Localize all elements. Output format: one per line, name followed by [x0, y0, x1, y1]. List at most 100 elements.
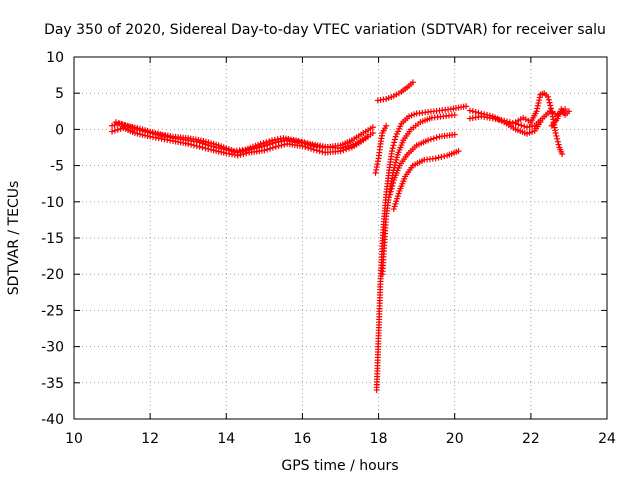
series-trace-e	[374, 79, 416, 104]
data-point	[392, 133, 399, 140]
x-tick-label: 20	[446, 431, 464, 447]
data-point	[193, 143, 200, 150]
series-trace-f	[373, 103, 470, 394]
data-point	[394, 128, 401, 135]
data-point	[537, 119, 544, 126]
data-point	[267, 145, 274, 152]
data-point	[243, 150, 250, 157]
data-point	[536, 94, 543, 101]
data-point	[432, 155, 439, 162]
x-tick-label: 14	[217, 431, 235, 447]
data-point	[481, 111, 488, 118]
y-tick-label: 0	[55, 122, 64, 138]
data-point	[433, 134, 440, 141]
y-tick-label: -15	[41, 231, 64, 247]
data-point	[115, 120, 122, 127]
data-point	[117, 125, 124, 132]
data-point	[463, 103, 470, 110]
x-tick-label: 16	[294, 431, 312, 447]
data-point	[301, 139, 308, 146]
data-point	[509, 119, 516, 126]
data-point	[302, 143, 309, 150]
data-point	[118, 120, 125, 127]
data-point	[451, 131, 458, 138]
data-point	[260, 139, 267, 146]
data-point	[234, 152, 241, 159]
data-point	[534, 105, 541, 112]
data-point	[451, 111, 458, 118]
data-point	[237, 151, 244, 158]
data-point	[316, 148, 323, 155]
y-tick-label: -30	[41, 340, 64, 356]
data-point	[369, 124, 376, 131]
data-point	[544, 93, 551, 100]
data-point	[313, 147, 320, 154]
data-point	[548, 105, 555, 112]
data-point	[486, 112, 493, 119]
data-point	[205, 145, 212, 152]
data-point	[427, 136, 434, 143]
grid-lines	[74, 57, 607, 419]
x-axis-label: GPS time / hours	[281, 458, 398, 474]
data-point	[469, 108, 476, 115]
data-point	[518, 122, 525, 129]
data-point	[391, 139, 398, 146]
plot-frame	[73, 56, 608, 420]
y-axis-label: SDTVAR / TECUs	[6, 181, 22, 296]
data-point	[369, 130, 376, 137]
data-point	[472, 109, 479, 116]
data-point	[554, 138, 561, 145]
data-point	[441, 153, 448, 160]
data-point	[310, 146, 317, 153]
data-point	[552, 130, 559, 137]
data-point	[374, 161, 381, 168]
data-point	[430, 135, 437, 142]
data-point	[484, 111, 491, 118]
data-point	[536, 97, 543, 104]
data-point	[299, 143, 306, 150]
x-tick-label: 10	[65, 431, 83, 447]
x-tick-label: 18	[370, 431, 388, 447]
data-point	[425, 137, 432, 144]
data-point	[264, 146, 271, 153]
data-point	[438, 153, 445, 160]
data-points	[109, 79, 572, 394]
data-point	[364, 133, 371, 140]
y-tick-label: -5	[50, 159, 64, 175]
x-tick-label: 12	[141, 431, 159, 447]
data-point	[409, 79, 416, 86]
data-point	[269, 144, 276, 151]
data-point	[397, 123, 404, 130]
data-point	[202, 145, 209, 152]
y-tick-label: -10	[41, 195, 64, 211]
data-point	[565, 108, 572, 115]
data-point	[546, 99, 553, 106]
data-point	[190, 142, 197, 149]
data-point	[383, 122, 390, 129]
data-point	[281, 141, 288, 148]
data-point	[545, 96, 552, 103]
data-point	[112, 119, 119, 126]
data-point	[389, 182, 396, 189]
data-point	[521, 123, 528, 130]
series-trace-b	[109, 124, 376, 159]
data-point	[387, 188, 394, 195]
data-point	[304, 140, 311, 147]
data-point	[240, 151, 247, 158]
y-tick-label: -25	[41, 303, 64, 319]
data-point	[555, 141, 562, 148]
data-point	[506, 119, 513, 126]
data-point	[111, 127, 118, 134]
data-point	[535, 99, 542, 106]
data-point	[114, 126, 121, 133]
data-point	[185, 140, 192, 147]
y-tick-label: -20	[41, 267, 64, 283]
y-tick-label: 5	[55, 86, 64, 102]
data-point	[272, 143, 279, 150]
data-point	[295, 137, 302, 144]
data-point	[455, 148, 462, 155]
data-point	[307, 145, 314, 152]
data-point	[261, 147, 268, 154]
data-point	[390, 142, 397, 149]
